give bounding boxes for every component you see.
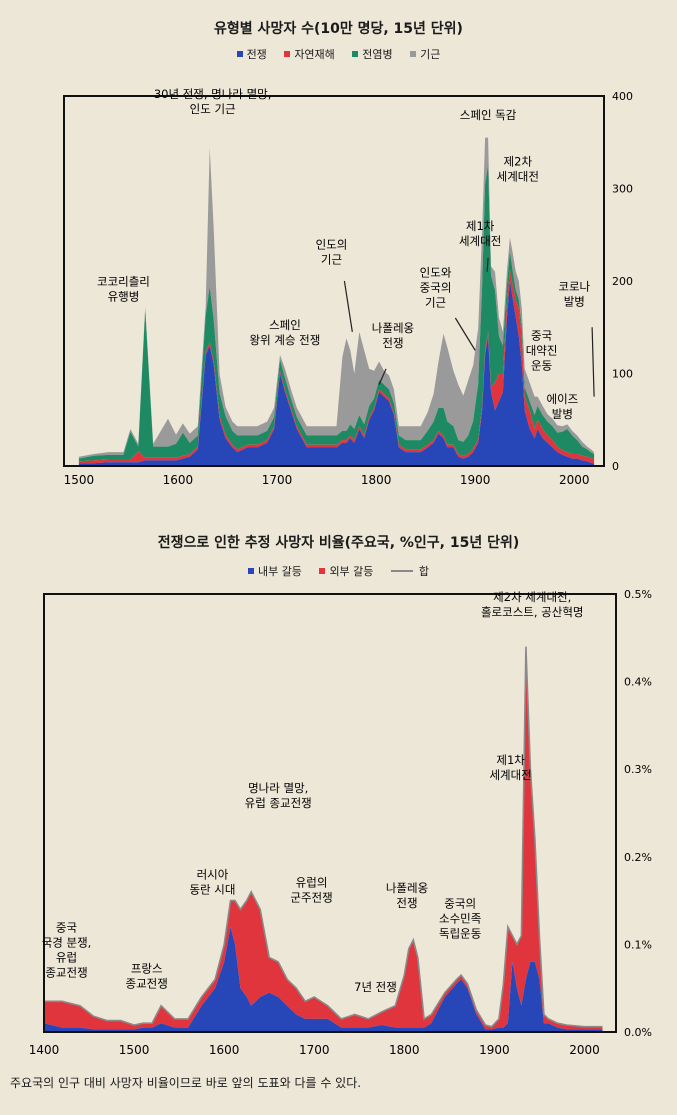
annotation-ww1-2: 제1차 세계대전: [489, 753, 531, 782]
y-tick-0: 0: [612, 460, 619, 473]
legend-label-war: 전쟁: [246, 48, 267, 61]
chart2-svg: 1400 1500 1600 1700 1800 1900 2000 0.0% 0.1% 0.2%…: [29, 588, 652, 1057]
area-series-전쟁: [78, 281, 595, 466]
annotation-spanish-succession: 스페인 왕위 계승 전쟁: [250, 318, 321, 347]
y-tick-0.0: 0.0%: [624, 1026, 652, 1039]
annotation-india-famine: 인도의 기근: [316, 238, 348, 267]
legend-item-war: 전쟁: [236, 46, 267, 62]
x-tick-1600: 1600: [163, 473, 194, 487]
y-tick-100: 100: [612, 368, 633, 381]
legend-item-external: 외부 갈등: [319, 563, 373, 579]
total-line: [44, 646, 603, 1028]
legend-label-natural-disaster: 자연재해: [294, 48, 335, 61]
y-tick-300: 300: [612, 183, 633, 196]
y-tick-0.3: 0.3%: [624, 763, 652, 776]
x-tick-1700: 1700: [299, 1043, 330, 1057]
x-tick-1800: 1800: [361, 473, 392, 487]
legend-swatch-epidemic: [352, 51, 359, 57]
legend-line-total: [390, 570, 413, 572]
legend-item-epidemic: 전염병: [352, 46, 393, 62]
legend-swatch-war: [236, 51, 243, 57]
annotation-india-china-famine-pointer: [454, 317, 476, 351]
legend-label-internal: 내부 갈등: [257, 565, 302, 578]
annotation-ww1: 제1차 세계대전: [459, 219, 501, 248]
legend-label-epidemic: 전염병: [362, 48, 393, 61]
legend-label-total: 합: [418, 565, 430, 578]
x-tick-1400: 1400: [29, 1043, 60, 1057]
area-series-내부-갈등: [44, 926, 603, 1032]
y-tick-0.4: 0.4%: [624, 676, 652, 689]
annotation-india-famine-pointer: [343, 280, 353, 332]
chart1-svg: 1500 1600 1700 1800 1900 2000 0 100 200 300 400 코코리…: [63, 87, 633, 487]
legend-item-internal: 내부 갈등: [247, 563, 302, 579]
legend-item-famine: 기근: [410, 46, 440, 62]
annotation-great-leap: 중국 대약진 운동: [526, 328, 558, 372]
plot-frame: [43, 593, 617, 1033]
x-tick-1800: 1800: [389, 1043, 420, 1057]
y-tick-400: 400: [612, 90, 633, 103]
legend-label-famine: 기근: [420, 48, 441, 61]
plot-frame: [63, 95, 605, 467]
area-series-외부-갈등: [44, 646, 603, 1030]
annotation-spanish-flu: 스페인 독감: [460, 108, 517, 122]
chart1-title: 유형별 사망자 수(10만 명당, 15년 단위): [214, 21, 463, 37]
y-tick-0.5: 0.5%: [624, 588, 652, 601]
annotation-napoleonic-wars-pointer: [378, 368, 387, 385]
x-tick-1900: 1900: [479, 1043, 510, 1057]
x-tick-1700: 1700: [262, 473, 293, 487]
annotation-china-minority: 중국의 소수민족 독립운동: [439, 897, 481, 941]
annotation-ming-collapse: 명나라 멸망, 유럽 종교전쟁: [245, 781, 312, 810]
annotation-ww2-2: 제2차 세계대전, 홀로코스트, 공산혁명: [481, 590, 584, 619]
legend-swatch-internal: [247, 568, 254, 574]
x-tick-2000: 2000: [559, 473, 590, 487]
x-tick-1900: 1900: [460, 473, 491, 487]
annotation-french-religious: 프랑스 종교전쟁: [126, 961, 168, 990]
x-tick-2000: 2000: [569, 1043, 600, 1057]
caption: 주요국의 인구 대비 사망자 비율이므로 바로 앞의 도표와 다를 수 있다.: [10, 1076, 362, 1090]
annotation-covid: 코로나 발병: [558, 279, 590, 308]
annotation-ww1-pointer: [486, 257, 489, 272]
x-tick-1600: 1600: [209, 1043, 240, 1057]
legend-swatch-natural-disaster: [284, 51, 291, 57]
area-series-전염병: [78, 165, 595, 462]
legend-swatch-external: [319, 568, 326, 574]
annotation-dynastic-wars: 유럽의 군주전쟁: [290, 876, 332, 905]
annotation-napoleonic-wars: 나폴레옹 전쟁: [372, 321, 414, 350]
chart1-legend: 전쟁 자연재해 전염병 기근: [0, 46, 677, 62]
annotation-seven-years-war: 7년 전쟁: [354, 980, 397, 994]
annotation-covid-pointer: [591, 327, 595, 397]
legend-label-external: 외부 갈등: [329, 565, 374, 578]
annotation-thirty-years-war: 30년 전쟁, 명나라 멸망, 인도 기근: [154, 87, 272, 116]
chart2-legend: 내부 갈등 외부 갈등 합: [0, 563, 677, 579]
x-tick-1500: 1500: [64, 473, 95, 487]
y-tick-200: 200: [612, 275, 633, 288]
legend-item-natural-disaster: 자연재해: [284, 46, 335, 62]
y-tick-0.2: 0.2%: [624, 851, 652, 864]
x-tick-1500: 1500: [119, 1043, 150, 1057]
annotation-china-border: 중국 국경 분쟁, 유럽 종교전쟁: [42, 920, 92, 979]
annotation-napoleonic-wars-2: 나폴레옹 전쟁: [386, 881, 428, 910]
legend-item-total: 합: [390, 563, 430, 579]
annotation-russia-troubles: 러시아 동란 시대: [189, 868, 235, 897]
legend-swatch-famine: [410, 51, 417, 57]
annotation-cocoliztli: 코코리츨리 유행병: [97, 275, 150, 304]
annotation-aids: 에이즈 발병: [547, 392, 579, 421]
annotation-india-china-famine: 인도와 중국의 기근: [420, 265, 452, 309]
annotation-ww2: 제2차 세계대전: [497, 154, 539, 183]
y-tick-0.1: 0.1%: [624, 938, 652, 951]
chart2-title: 전쟁으로 인한 추정 사망자 비율(주요국, %인구, 15년 단위): [157, 535, 520, 551]
